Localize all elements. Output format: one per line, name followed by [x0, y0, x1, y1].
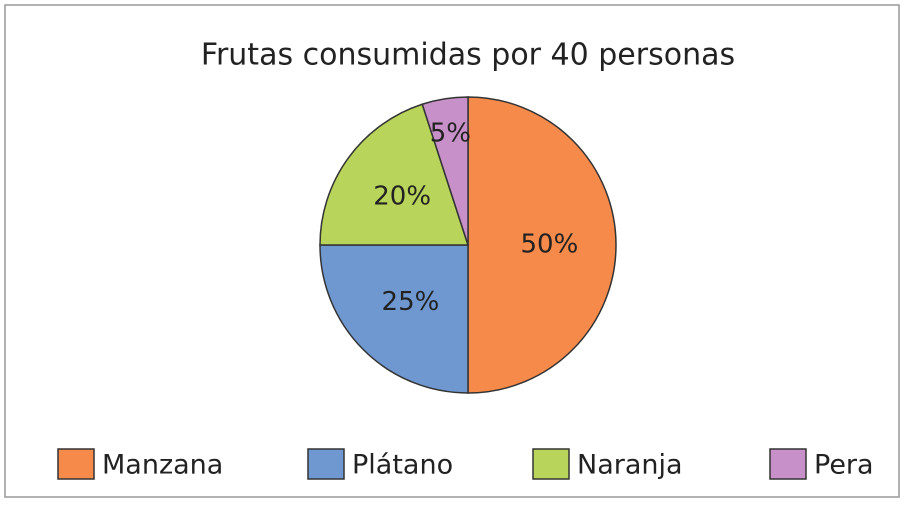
legend-swatch: [532, 448, 570, 480]
pie-slice: [319, 103, 470, 246]
pie-slice: [319, 244, 469, 394]
legend-swatch: [307, 448, 345, 480]
pie-slice: [467, 96, 617, 394]
chart-title: Frutas consumidas por 40 personas: [201, 38, 735, 73]
slice-label: 25%: [382, 287, 440, 317]
slice-label: 5%: [430, 118, 471, 148]
legend-label: Manzana: [102, 450, 223, 481]
legend-swatch: [57, 448, 95, 480]
legend-swatch: [769, 448, 807, 480]
pie-slice: [421, 96, 469, 246]
legend-label: Plátano: [352, 450, 453, 481]
slice-label: 20%: [373, 182, 431, 212]
legend-label: Pera: [814, 450, 874, 481]
slice-label: 50%: [521, 230, 579, 260]
legend-label: Naranja: [577, 450, 683, 481]
